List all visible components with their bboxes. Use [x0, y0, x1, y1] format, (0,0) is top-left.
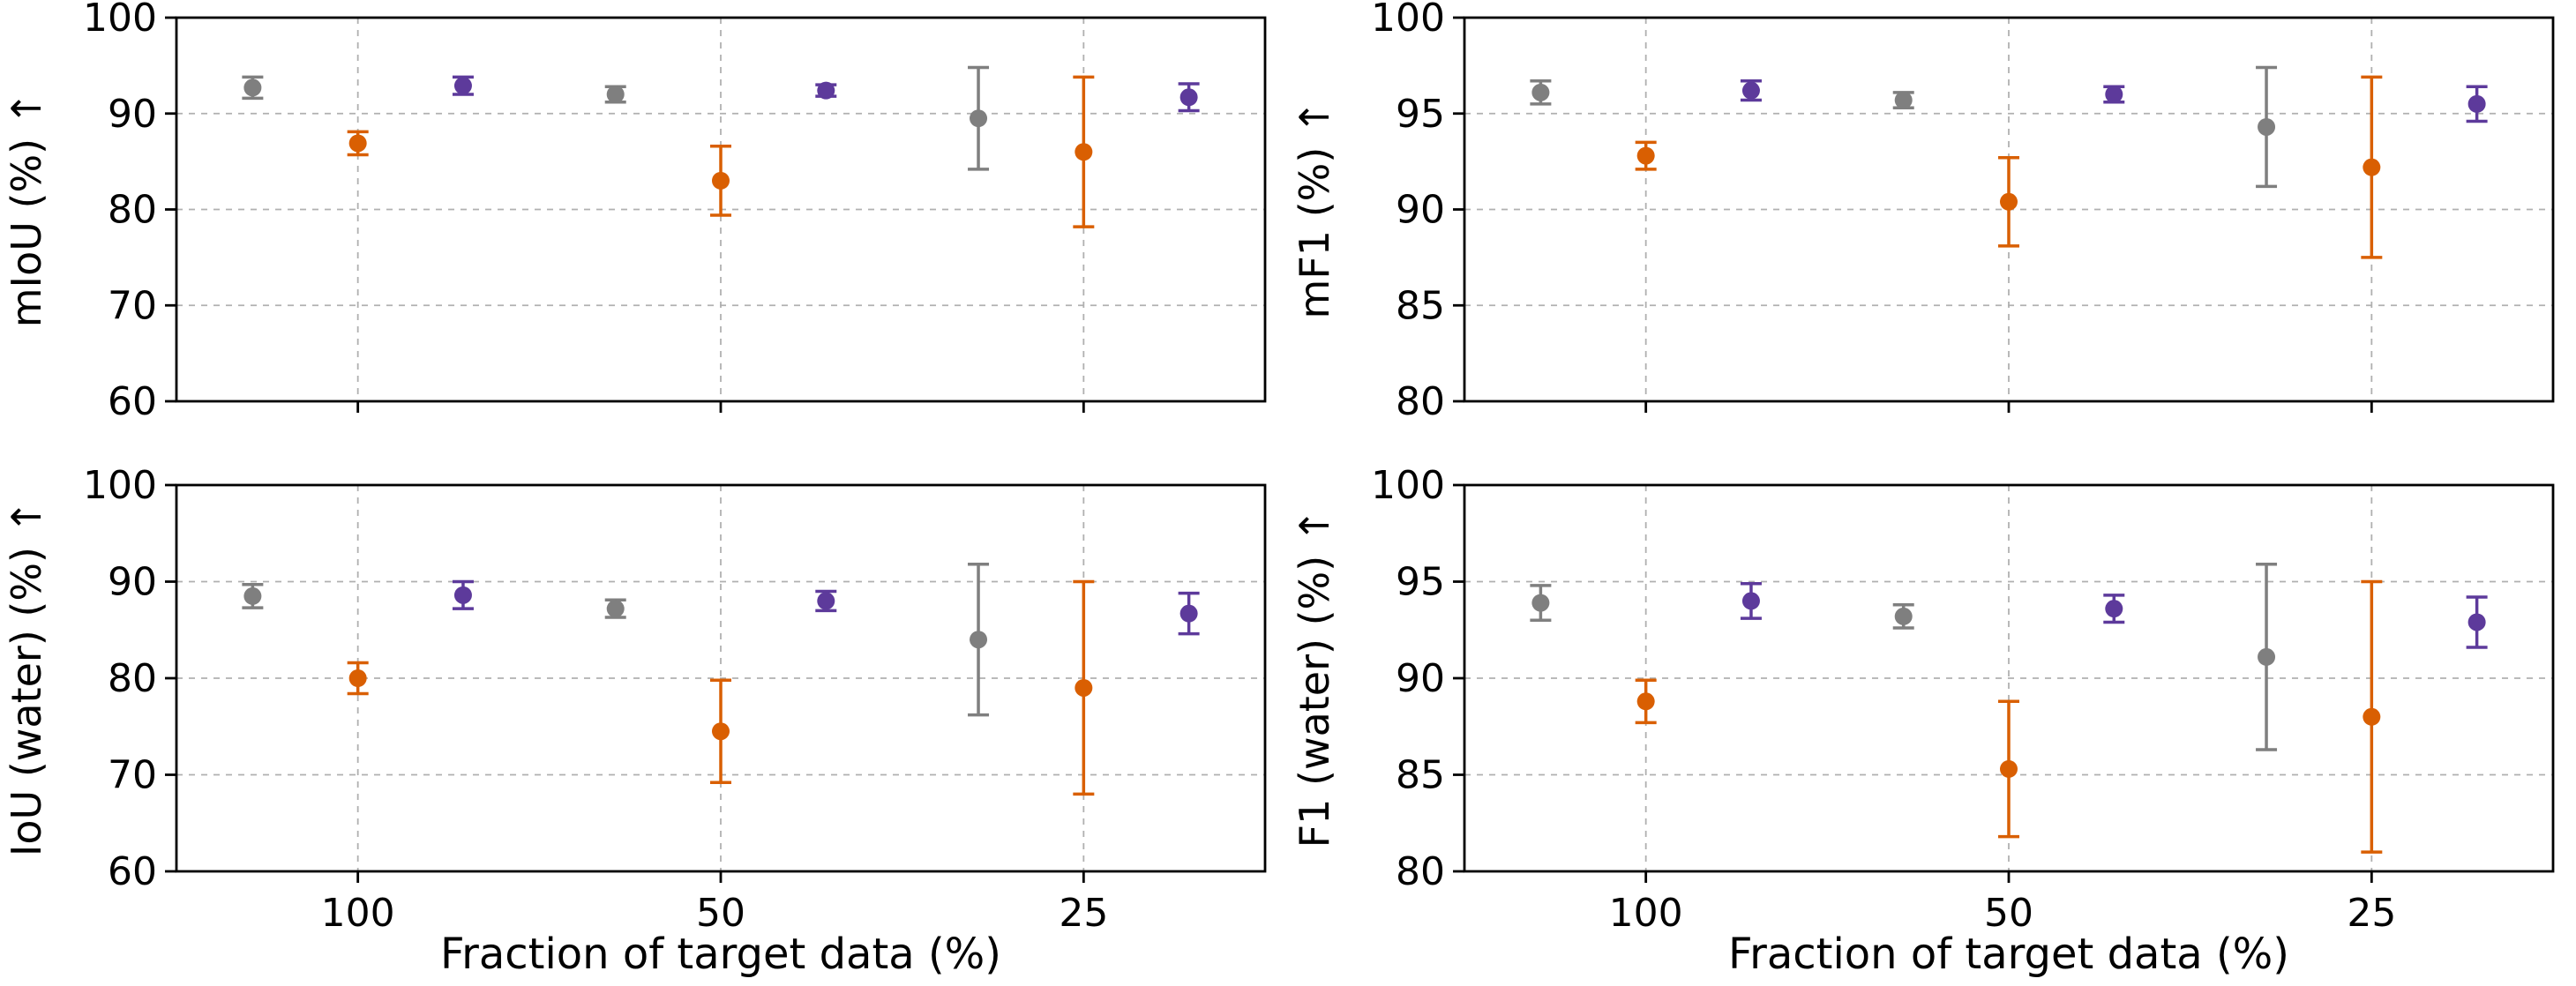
series-purple	[1740, 79, 2488, 123]
series-gray	[1530, 563, 2278, 751]
y-axis-label: mF1 (%) ↑	[1291, 101, 1338, 319]
subplot-iou-water: 60 70 80 90 100 100 50 25 IoU (water) (%) ↑ Fract…	[0, 450, 1288, 986]
y-tick-label: 90	[1396, 656, 1445, 701]
data-point-gray	[606, 600, 625, 618]
data-point-orange	[712, 722, 730, 741]
data-point-gray	[970, 109, 988, 128]
y-axis-label: IoU (water) (%) ↑	[3, 500, 50, 856]
data-point-orange	[348, 134, 367, 153]
data-point-gray	[606, 86, 625, 103]
x-tick-label: 100	[1609, 891, 1683, 936]
iou-water-chart: 60 70 80 90 100 100 50 25 IoU (water) (%) ↑ Fract…	[3, 463, 1267, 979]
y-tick-label: 100	[1371, 463, 1445, 508]
x-tick-label: 50	[696, 891, 745, 936]
data-point-gray	[2258, 647, 2276, 666]
y-tick-label: 80	[1396, 379, 1445, 424]
y-axis-label: mIoU (%) ↑	[3, 92, 50, 328]
y-tick-label: 100	[83, 0, 157, 41]
data-point-orange	[1075, 143, 1093, 161]
x-axis-label: Fraction of target data (%)	[440, 930, 1001, 979]
series-gray	[1530, 65, 2278, 189]
y-tick-label: 100	[1371, 0, 1445, 41]
data-point-gray	[243, 78, 262, 97]
data-point-gray	[1894, 607, 1913, 625]
data-point-orange	[1636, 146, 1655, 165]
series-purple	[452, 579, 1200, 636]
series-purple	[1740, 581, 2488, 649]
series-orange	[1635, 579, 2383, 854]
series-gray	[242, 65, 990, 171]
y-tick-label: 85	[1396, 753, 1445, 798]
y-tick-label: 90	[1396, 188, 1445, 233]
y-tick-label: 90	[108, 92, 157, 137]
y-tick-label: 100	[83, 463, 157, 508]
mf1-chart: 80 85 90 95 100 mF1 (%) ↑	[1291, 0, 2555, 424]
data-point-purple	[1179, 88, 1198, 107]
data-point-gray	[1531, 594, 1550, 612]
y-tick-label: 70	[108, 753, 157, 798]
data-point-purple	[817, 592, 835, 610]
data-point-orange	[1075, 678, 1093, 697]
subplot-mf1: 80 85 90 95 100 mF1 (%) ↑	[1288, 0, 2576, 450]
data-point-purple	[453, 586, 472, 604]
series-gray	[242, 563, 990, 717]
y-axis-label: F1 (water) (%) ↑	[1291, 509, 1338, 848]
data-point-gray	[1894, 91, 1913, 109]
y-tick-label: 85	[1396, 283, 1445, 328]
x-tick-label: 25	[1059, 891, 1108, 936]
subplot-miou: 60 70 80 90 100 mIoU (%) ↑	[0, 0, 1288, 450]
data-point-purple	[453, 77, 472, 95]
data-point-purple	[2105, 600, 2123, 618]
data-point-purple	[2105, 86, 2123, 103]
y-tick-label: 80	[108, 656, 157, 701]
data-point-purple	[2467, 94, 2486, 113]
x-axis-label: Fraction of target data (%)	[1728, 930, 2289, 979]
y-tick-label: 95	[1396, 92, 1445, 137]
x-tick-label: 50	[1984, 891, 2033, 936]
data-point-orange	[712, 171, 730, 190]
y-tick-label: 60	[108, 379, 157, 424]
grid-lines	[176, 484, 1265, 872]
data-point-purple	[2467, 613, 2486, 631]
data-point-orange	[348, 669, 367, 687]
y-tick-label: 70	[108, 283, 157, 328]
data-point-gray	[1531, 83, 1550, 101]
y-tick-label: 60	[108, 849, 157, 894]
x-tick-label: 25	[2347, 891, 2396, 936]
data-point-orange	[2363, 707, 2381, 726]
y-tick-label: 80	[108, 188, 157, 233]
f1-water-chart: 80 85 90 95 100 100 50 25 F1 (water) (%) ↑ Fracti…	[1291, 463, 2555, 979]
x-tick-label: 100	[321, 891, 395, 936]
data-point-purple	[1179, 604, 1198, 623]
data-point-purple	[1741, 592, 1760, 610]
series-orange	[347, 579, 1095, 796]
data-point-gray	[243, 586, 262, 605]
series-orange	[347, 75, 1095, 228]
data-point-purple	[1741, 81, 1760, 100]
series-purple	[452, 75, 1200, 113]
subplot-f1-water: 80 85 90 95 100 100 50 25 F1 (water) (%) ↑ Fracti…	[1288, 450, 2576, 986]
y-tick-label: 95	[1396, 560, 1445, 605]
miou-chart: 60 70 80 90 100 mIoU (%) ↑	[3, 0, 1267, 424]
data-point-gray	[970, 631, 988, 649]
data-point-orange	[2000, 759, 2018, 778]
data-point-purple	[817, 81, 835, 100]
series-orange	[1635, 75, 2383, 259]
y-tick-label: 80	[1396, 849, 1445, 894]
data-point-orange	[1636, 692, 1655, 711]
data-point-orange	[2363, 158, 2381, 176]
y-tick-label: 90	[108, 560, 157, 605]
data-point-orange	[2000, 192, 2018, 211]
data-point-gray	[2258, 117, 2276, 136]
